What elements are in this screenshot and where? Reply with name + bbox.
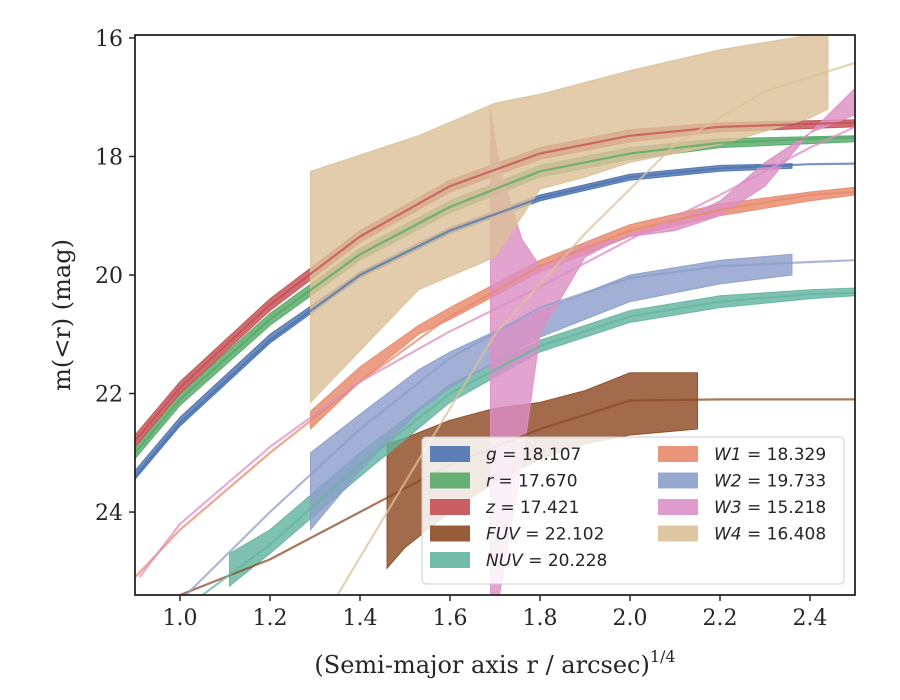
band-W4 (310, 35, 829, 404)
legend-label-g: g = 18.107 (486, 445, 581, 465)
legend-label-FUV: FUV = 22.102 (486, 525, 604, 545)
y-tick-label: 24 (95, 501, 123, 526)
y-axis-label: m(<r) (mag) (48, 239, 76, 391)
model-line-NUV (201, 291, 855, 595)
x-tick-label: 1.2 (253, 606, 288, 631)
legend-swatch-z (430, 499, 470, 515)
legend-label-z: z = 17.421 (485, 498, 579, 518)
y-tick-label: 16 (95, 27, 123, 52)
model-line-W4 (336, 61, 855, 595)
legend-swatch-FUV (430, 525, 470, 542)
x-tick-label: 1.6 (433, 606, 468, 631)
band-W1 (310, 186, 855, 431)
x-tick-label: 1.0 (163, 606, 198, 631)
legend-swatch-NUV (430, 552, 470, 568)
x-axis-ticks: 1.0 1.2 1.4 1.6 1.8 2.0 2.2 2.4 (163, 595, 828, 631)
legend-label-W2: W2 = 19.733 (714, 472, 826, 492)
x-tick-label: 1.4 (343, 606, 378, 631)
y-axis-ticks: 16 18 20 22 24 (95, 27, 135, 526)
y-tick-label: 20 (95, 264, 123, 289)
x-tick-label: 1.8 (523, 606, 558, 631)
x-axis-label: (Semi-major axis r / arcsec)1/4 (314, 647, 675, 679)
legend-label-NUV: NUV = 20.228 (486, 551, 607, 571)
model-line-z (135, 121, 855, 442)
y-tick-label: 18 (95, 145, 123, 170)
model-line-W1 (135, 190, 855, 578)
plot-frame (134, 34, 856, 596)
y-tick-label: 22 (95, 383, 123, 408)
legend-swatch-r (430, 472, 470, 489)
model-line-r (135, 136, 855, 454)
model-line-g (135, 162, 855, 478)
model-line-W3 (138, 125, 855, 578)
legend-label-W1: W1 = 18.329 (714, 445, 826, 465)
legend-swatch-W2 (658, 472, 698, 489)
legend: g = 18.107 r = 17.670 z = 17.421 FUV = 22.1… (421, 436, 845, 585)
legend-swatch-W1 (658, 446, 698, 462)
x-tick-label: 2.4 (793, 606, 828, 631)
legend-swatch-g (430, 446, 470, 462)
legend-label-W4: W4 = 16.408 (714, 525, 826, 545)
legend-swatch-W3 (658, 499, 698, 515)
legend-frame (421, 436, 845, 585)
legend-label-r: r = 17.670 (486, 472, 578, 492)
x-tick-label: 2.2 (703, 606, 738, 631)
x-tick-label: 2.0 (613, 606, 648, 631)
band-W3 (490, 87, 855, 595)
legend-label-W3: W3 = 15.218 (714, 498, 826, 518)
legend-swatch-W4 (658, 525, 698, 542)
